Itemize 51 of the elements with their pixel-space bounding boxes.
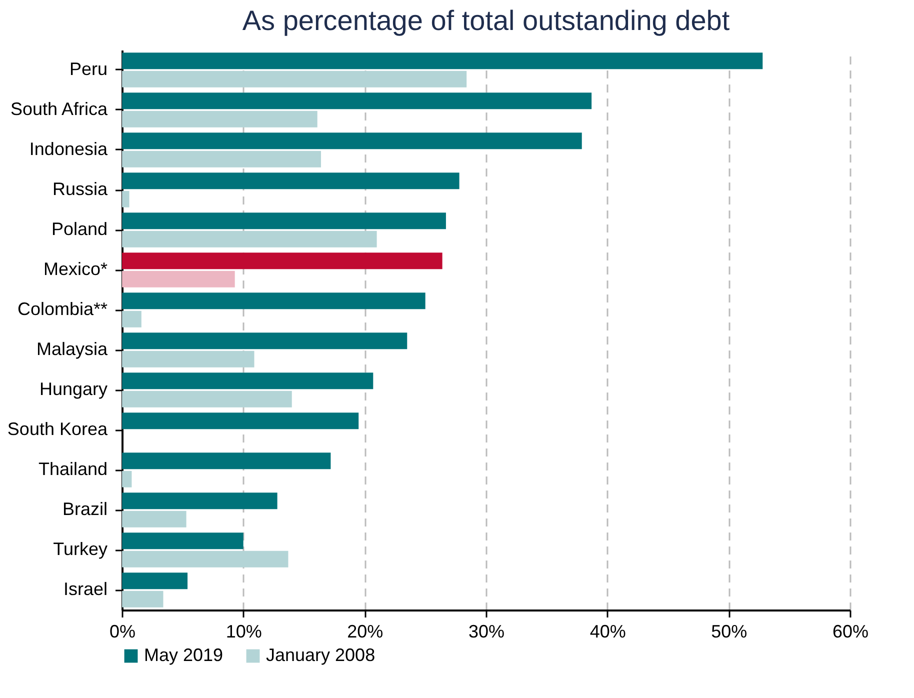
bar — [122, 150, 321, 168]
bar — [122, 190, 130, 208]
bar — [122, 52, 763, 70]
bar — [122, 110, 318, 128]
bar — [122, 532, 244, 550]
bar — [122, 390, 292, 408]
y-tick-label: Poland — [51, 219, 108, 239]
x-tick-label: 40% — [590, 622, 626, 642]
legend-label: May 2019 — [144, 645, 224, 665]
bar — [122, 572, 188, 590]
bar — [122, 492, 278, 510]
y-tick-label: Hungary — [39, 379, 108, 399]
y-tick-label: Thailand — [38, 459, 108, 479]
chart-title: As percentage of total outstanding debt — [242, 5, 730, 36]
bar — [122, 252, 442, 270]
bar — [122, 550, 288, 568]
y-tick-label: Turkey — [53, 539, 108, 559]
bar — [122, 212, 446, 230]
x-tick-label: 50% — [711, 622, 748, 642]
bar — [122, 70, 467, 88]
y-tick-label: Colombia** — [17, 299, 108, 319]
bar — [122, 270, 235, 288]
bar — [122, 350, 254, 368]
bar — [122, 452, 331, 470]
bar — [122, 470, 132, 488]
bar — [122, 92, 592, 110]
y-tick-label: South Korea — [7, 419, 108, 439]
bar — [122, 510, 186, 528]
y-tick-label: Peru — [69, 59, 108, 79]
y-tick-label: Mexico* — [43, 259, 108, 279]
bar — [122, 292, 426, 310]
bar — [122, 412, 359, 430]
y-tick-label: Russia — [52, 179, 108, 199]
bar — [122, 172, 460, 190]
y-tick-label: Indonesia — [29, 139, 108, 159]
y-tick-label: South Africa — [10, 99, 108, 119]
x-tick-label: 20% — [347, 622, 384, 642]
bar — [122, 332, 408, 350]
bar — [122, 310, 142, 328]
y-tick-label: Israel — [63, 579, 108, 599]
legend-label: January 2008 — [266, 645, 376, 665]
bar — [122, 590, 164, 608]
bar — [122, 132, 582, 150]
bar — [122, 230, 377, 248]
y-tick-label: Malaysia — [36, 339, 108, 359]
y-tick-label: Brazil — [62, 499, 108, 519]
x-tick-label: 30% — [468, 622, 505, 642]
bar — [122, 372, 374, 390]
x-tick-label: 0% — [109, 622, 136, 642]
x-tick-label: 60% — [832, 622, 869, 642]
x-tick-label: 10% — [226, 622, 262, 642]
